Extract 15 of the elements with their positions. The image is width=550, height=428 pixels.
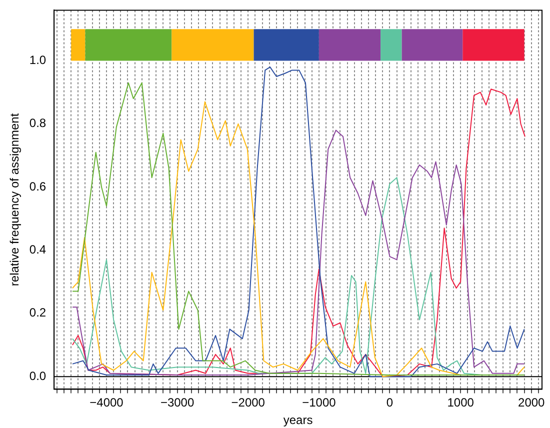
- x-tick-label: 1000: [447, 396, 474, 410]
- y-tick-label: 0.6: [29, 179, 46, 194]
- x-axis-title: years: [283, 413, 313, 428]
- x-tick-label: −1000: [302, 396, 336, 410]
- y-tick-label: 1.0: [29, 53, 46, 68]
- x-tick-label: 2000: [518, 396, 546, 410]
- y-axis-title: relative frequency of assignment: [8, 112, 22, 286]
- y-tick-label: 0.8: [29, 116, 46, 130]
- y-tick-label: 0.4: [29, 242, 46, 257]
- x-tick-label: −3000: [160, 396, 194, 410]
- y-tick-label: 0.2: [29, 306, 46, 320]
- x-tick-label: −2000: [231, 396, 266, 410]
- x-tick-label: −4000: [90, 396, 124, 410]
- y-tick-label: 0.0: [29, 368, 46, 383]
- x-tick-label: 0: [386, 396, 394, 410]
